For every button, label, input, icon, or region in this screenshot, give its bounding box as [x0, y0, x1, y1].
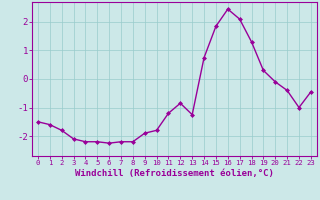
X-axis label: Windchill (Refroidissement éolien,°C): Windchill (Refroidissement éolien,°C) — [75, 169, 274, 178]
